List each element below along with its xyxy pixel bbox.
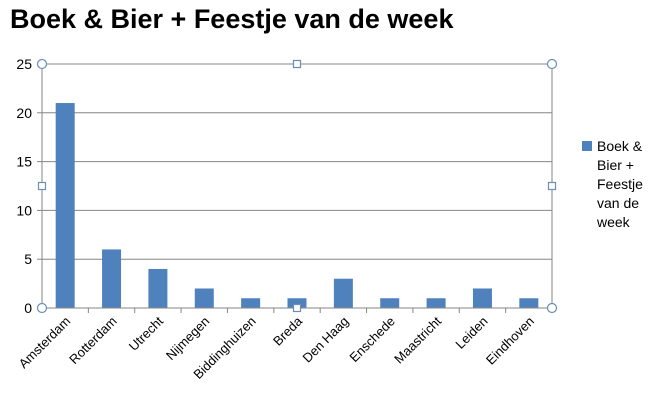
bar-leiden xyxy=(472,288,492,308)
bar-amsterdam xyxy=(55,103,75,308)
corner-resize-handle[interactable] xyxy=(546,302,558,314)
bar-rotterdam xyxy=(102,249,122,308)
selection-handles[interactable] xyxy=(36,58,558,314)
bar-eindhoven xyxy=(519,298,539,308)
chart-title: Boek & Bier + Feestje van de week xyxy=(10,4,454,34)
legend-label: Boek & Bier + Feestje van de week xyxy=(597,138,643,230)
bar-biddinghuizen xyxy=(241,298,261,308)
x-tick-label: Enschede xyxy=(346,314,397,365)
legend: Boek & Bier + Feestje van de week xyxy=(582,137,668,232)
x-tick-label: Amsterdam xyxy=(16,314,74,372)
bar-utrecht xyxy=(148,268,168,308)
side-resize-handle[interactable] xyxy=(547,181,557,191)
y-tick-label: 10 xyxy=(16,202,32,218)
y-tick-labels: 0 5 10 15 20 25 xyxy=(16,56,32,316)
x-tick-label: Leiden xyxy=(452,314,490,352)
y-tick-label: 15 xyxy=(16,154,32,170)
y-tick-label: 25 xyxy=(16,56,32,72)
x-tick-label: Rotterdam xyxy=(66,314,120,368)
y-tick-label: 5 xyxy=(24,251,32,267)
bar-breda xyxy=(287,298,307,308)
corner-resize-handle[interactable] xyxy=(546,58,558,70)
corner-resize-handle[interactable] xyxy=(36,302,48,314)
side-resize-handle[interactable] xyxy=(37,181,47,191)
corner-resize-handle[interactable] xyxy=(36,58,48,70)
bar-nijmegen xyxy=(194,288,214,308)
y-tick-label: 20 xyxy=(16,105,32,121)
bars xyxy=(55,103,539,308)
bar-den-haag xyxy=(333,278,353,308)
legend-swatch xyxy=(582,141,592,151)
side-resize-handle[interactable] xyxy=(292,303,302,313)
side-resize-handle[interactable] xyxy=(292,59,302,69)
bar-maastricht xyxy=(426,298,446,308)
y-tick-label: 0 xyxy=(24,300,32,316)
x-tick-label: Utrecht xyxy=(126,313,167,354)
x-tick-label: Maastricht xyxy=(391,313,444,366)
x-tick-label: Breda xyxy=(270,313,306,349)
x-tick-label: Den Haag xyxy=(299,314,351,366)
bar-enschede xyxy=(380,298,400,308)
x-tick-label: Eindhoven xyxy=(483,314,537,368)
